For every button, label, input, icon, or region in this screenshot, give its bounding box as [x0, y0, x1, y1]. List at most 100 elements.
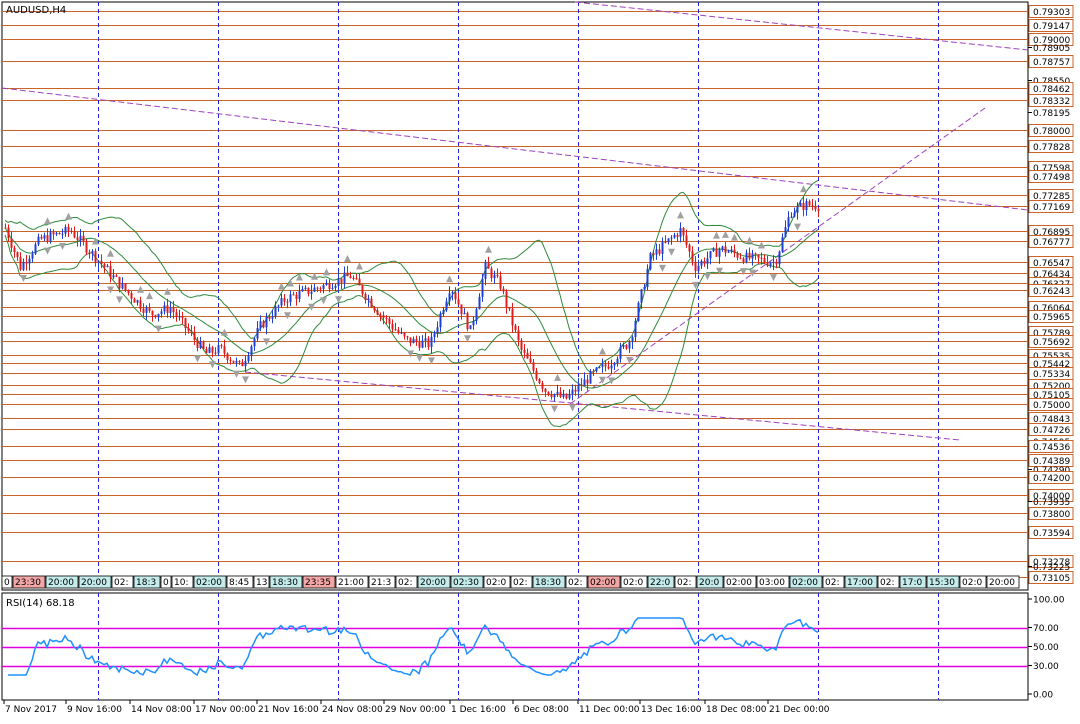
- price-label: 0.76547: [1033, 259, 1070, 269]
- price-label: 0.78332: [1033, 97, 1070, 107]
- candle-body: [115, 275, 118, 277]
- price-label-box: [1028, 440, 1074, 453]
- candle-body: [16, 252, 19, 258]
- trend-line: [569, 107, 986, 405]
- candle-body: [256, 328, 259, 339]
- candle-body: [262, 321, 265, 328]
- time-marker-label: 02:: [114, 578, 128, 588]
- candle-body: [73, 231, 76, 238]
- candle-body: [805, 201, 808, 211]
- fractal-down: [599, 376, 606, 384]
- candle-body: [553, 394, 556, 398]
- time-marker-label: 02:00: [726, 578, 752, 588]
- candle-body: [754, 253, 757, 255]
- candle-body: [814, 205, 817, 210]
- candle-body: [133, 298, 136, 303]
- candle-body: [727, 251, 730, 253]
- fractal-down: [308, 303, 315, 311]
- candle-body: [694, 261, 697, 272]
- price-label-box: [1028, 284, 1074, 297]
- time-axis-label: 1 Dec 16:00: [451, 705, 506, 715]
- candle-body: [550, 394, 553, 398]
- candle-body: [328, 282, 331, 290]
- candle-body: [55, 232, 58, 235]
- price-label-box: [1028, 310, 1074, 323]
- candle-body: [94, 251, 97, 263]
- time-marker-box: [226, 575, 254, 589]
- candle-body: [379, 314, 382, 316]
- candle-body: [352, 277, 355, 279]
- candle-body: [592, 371, 595, 373]
- rsi-panel[interactable]: [1, 592, 1029, 701]
- candle-body: [655, 249, 658, 255]
- time-axis-label: 13 Dec 16:00: [641, 705, 702, 715]
- candle-body: [22, 262, 25, 270]
- candle-body: [61, 233, 64, 235]
- fractal-down: [242, 376, 249, 384]
- trend-line: [574, 1, 1029, 51]
- fractal-down: [569, 404, 576, 412]
- fractal-down: [263, 338, 270, 346]
- time-marker-box: [335, 575, 369, 589]
- candle-body: [331, 287, 334, 290]
- candle-body: [811, 205, 814, 207]
- candle-body: [193, 332, 196, 340]
- time-marker-label: 02:0: [486, 578, 506, 588]
- time-marker-label: 02:00: [792, 578, 818, 588]
- fractals-layer: [20, 185, 807, 413]
- fractal-up: [677, 211, 684, 219]
- price-label: 0.79303: [1033, 8, 1070, 18]
- price-panel[interactable]: [1, 1, 1029, 591]
- candle-body: [355, 278, 358, 280]
- time-axis-label: 21 Nov 16:00: [258, 705, 319, 715]
- fractal-down: [749, 269, 756, 277]
- candle-body: [490, 268, 493, 279]
- rsi-axis-label: 70.00: [1033, 624, 1059, 634]
- candle-body: [604, 364, 607, 367]
- candle-body: [586, 379, 589, 384]
- candle-body: [691, 251, 694, 262]
- candle-body: [346, 272, 349, 277]
- candle-body: [499, 276, 502, 289]
- fractal-up: [722, 230, 729, 238]
- candle-body: [574, 389, 577, 392]
- price-label: 0.73278: [1033, 558, 1070, 568]
- candle-body: [793, 212, 796, 217]
- price-label: 0.75200: [1033, 382, 1070, 392]
- fractal-down: [107, 286, 114, 294]
- candle-body: [463, 312, 466, 315]
- candle-body: [103, 263, 106, 268]
- candle-body: [148, 307, 151, 311]
- candle-body: [370, 298, 373, 308]
- time-marker-label: 21:00: [338, 578, 364, 588]
- time-marker-box: [45, 575, 79, 589]
- price-label-box: [1028, 5, 1074, 18]
- time-marker-strip: 0 23:30 20:00 20:00 02: 18:3 0 10: 02:00 8:45 13 18…: [1, 575, 1020, 589]
- candle-body: [472, 320, 475, 326]
- candle-body: [313, 287, 316, 292]
- bollinger-middle: [4, 227, 819, 389]
- candle-body: [340, 278, 343, 283]
- price-label-box: [1028, 335, 1074, 348]
- candle-body: [481, 278, 484, 297]
- candle-body: [127, 289, 130, 293]
- fractal-up: [713, 231, 720, 239]
- candle-body: [733, 249, 736, 254]
- candle-body: [523, 349, 526, 353]
- price-label-box: [1028, 454, 1074, 467]
- candle-body: [538, 379, 541, 384]
- fractal-up: [731, 233, 738, 241]
- candle-body: [211, 347, 214, 353]
- candle-body: [37, 236, 40, 245]
- candle-body: [376, 310, 379, 315]
- candle-body: [781, 237, 784, 252]
- price-label: 0.76434: [1033, 270, 1070, 280]
- candle-body: [7, 227, 10, 239]
- candle-body: [484, 261, 487, 279]
- candle-body: [649, 253, 652, 270]
- time-axis-label: 17 Nov 00:00: [195, 705, 256, 715]
- rsi-line: [8, 617, 819, 677]
- candle-body: [637, 302, 640, 321]
- candle-body: [337, 278, 340, 286]
